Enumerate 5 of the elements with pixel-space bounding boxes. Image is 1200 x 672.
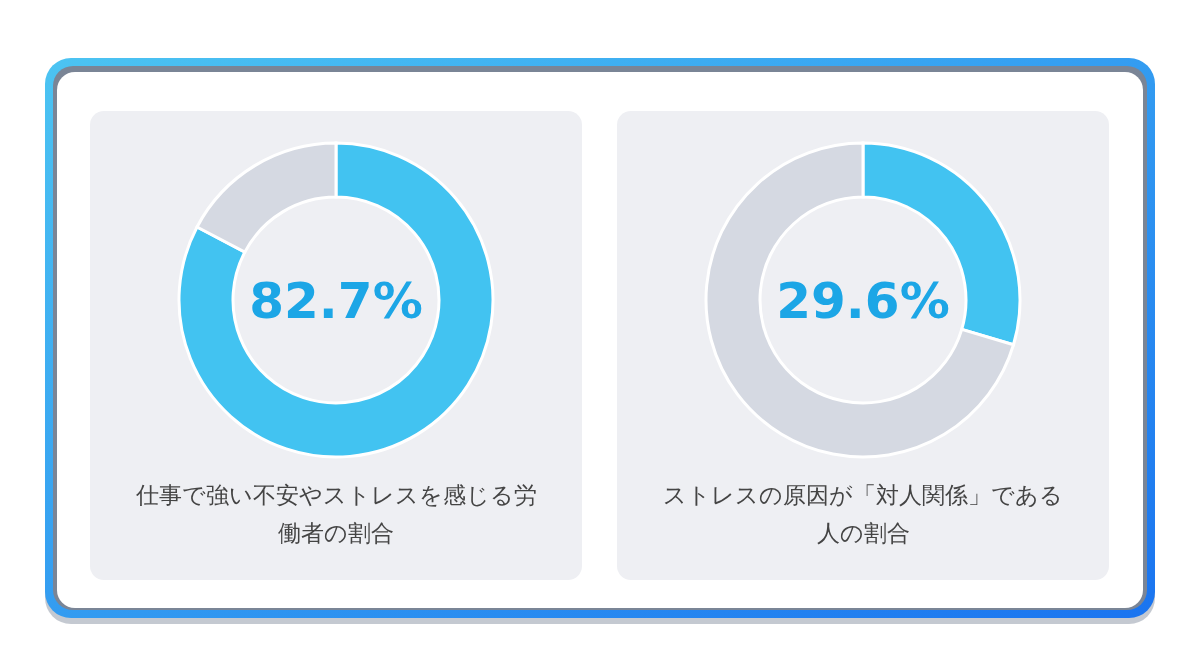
text: 82.7% bbox=[249, 271, 423, 330]
donut-slice bbox=[177, 141, 495, 459]
text: 仕事で強い不安やストレスを感じる労働者の割合 bbox=[134, 482, 537, 546]
text: 29.6% bbox=[776, 271, 950, 330]
text: ストレスの原因が「対人関係」である人の割合 bbox=[663, 482, 1063, 546]
